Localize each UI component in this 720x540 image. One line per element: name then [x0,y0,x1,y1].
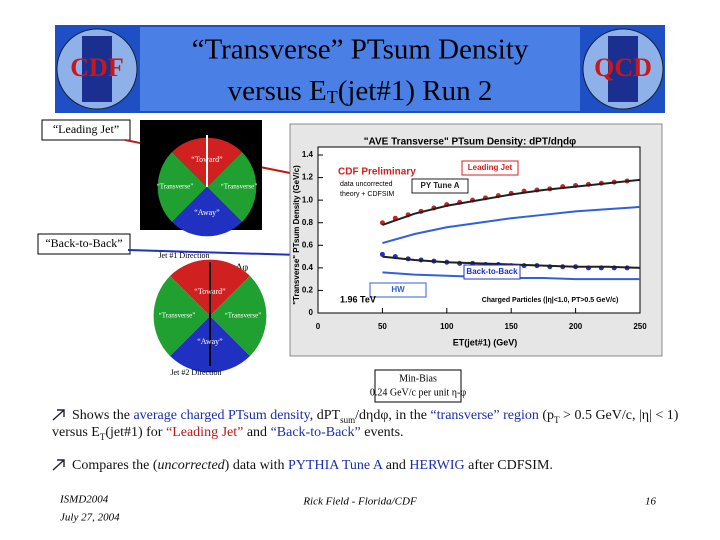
series-label: Back-to-Back [466,267,518,276]
diagram-label: Δφ [236,262,248,273]
text: events. [360,424,404,440]
text: > 0.5 GeV/c, |η| < 1) versus E [52,408,679,440]
text: and [382,458,410,473]
text: PYTHIA Tune A [288,458,383,473]
region-label: “Toward” [194,287,226,296]
side-label: “Leading Jet” [53,122,119,136]
y-tick-label: 0 [309,308,314,317]
callout-box [369,282,427,298]
bullet: Shows the average charged PTsum density,… [52,408,682,442]
callout-box [463,264,521,280]
text: average charged PTsum density [133,408,310,423]
diagram-back-to-back: Jet #1 Direction Δφ “Toward” “Transverse… [153,251,267,377]
diagram-label: Jet #1 Direction [158,251,209,260]
text: “Back-to-Back” [270,424,361,440]
min-bias-box [374,369,462,403]
title-line: versus ET(jet#1) Run 2 [228,75,493,107]
y-tick-label: 0.2 [302,286,314,295]
region-label: “Toward” [191,155,223,164]
x-tick-label: 0 [316,322,321,331]
region-label: “Transverse” [157,183,194,191]
min-bias-label: 0.24 GeV/c per unit η-φ [370,387,466,398]
text: T [554,414,560,425]
footer-text: 16 [645,496,657,508]
y-tick-label: 0.8 [302,218,314,227]
text: “transverse” region [430,408,539,423]
region-label: “Transverse” [225,312,262,320]
label-box [37,233,131,255]
region-label: “Transverse” [221,183,258,191]
y-tick-label: 1.0 [302,195,314,204]
text: “Leading Jet” [165,424,244,440]
series-label: PY Tune A [421,181,460,190]
y-axis-label: "Transverse" PTsum Density (GeV/c) [292,165,301,305]
bullet-icon [52,459,65,471]
chart-title: "AVE Transverse" PTsum Density: dPT/dηdφ [364,137,576,148]
y-tick-label: 1.4 [302,150,314,159]
text: Compares the ( [72,458,158,473]
region-label: “Away” [197,337,223,346]
footer-text: Rick Field - Florida/CDF [302,496,417,508]
data-point [379,251,385,257]
text: (jet#1) for [105,424,166,440]
title-sub: T [327,87,338,107]
label-box [41,119,131,141]
theory-line [382,178,641,226]
footer-text: July 27, 2004 [60,512,120,524]
side-label: “Back-to-Back” [45,236,122,250]
text: HERWIG [409,458,465,473]
text: (p [538,408,555,423]
region-label: “Transverse” [159,312,196,320]
x-tick-label: 50 [378,322,387,331]
text: ) data with [224,458,289,473]
theory-line [382,205,641,244]
annotation: CDF Preliminary [338,167,416,178]
x-tick-label: 250 [633,322,647,331]
text: , dPT [309,408,341,423]
diagram-label: Jet #2 Direction [170,368,221,377]
annotation: data uncorrected [340,181,393,188]
y-tick-label: 1.2 [302,173,314,182]
annotation: 1.96 TeV [340,294,376,304]
title-part: versus E [228,75,327,107]
bullet-icon [52,409,65,421]
y-tick-label: 0.4 [302,263,314,272]
text: and [243,424,271,440]
logo-text: QCD [594,53,652,82]
annotation: Charged Particles (|η|<1.0, PT>0.5 GeV/c… [482,297,619,304]
series-label: HW [391,285,405,294]
y-tick-label: 0.6 [302,240,314,249]
title-part: (jet#1) Run 2 [338,75,493,107]
x-tick-label: 200 [569,322,583,331]
min-bias-label: Min-Bias [399,373,437,384]
text: after CDFSIM. [464,458,553,473]
callout-box [411,178,469,194]
bullet: Compares the (uncorrected) data with PYT… [52,458,682,474]
logo-left: CDF [56,28,138,110]
x-tick-label: 150 [505,322,519,331]
region-label: “Away” [194,208,220,217]
logo-right: QCD [582,28,664,110]
text: uncorrected [157,458,225,473]
title-bg [140,27,580,111]
x-axis-label: ET(jet#1) (GeV) [453,337,518,347]
diagram-leading-jet: “Toward” “Transverse” “Transverse” “Away… [140,120,262,237]
title-line: “Transverse” PTsum Density [192,34,529,66]
annotation: theory + CDFSIM [340,191,394,198]
pointer [127,249,301,256]
text: /dηdφ, in the [355,408,431,423]
series-label: Leading Jet [468,163,513,172]
text: sum [340,414,356,425]
text: T [99,431,106,442]
logo-text: CDF [70,53,123,82]
theory-line [382,255,641,269]
callout-box [461,160,519,176]
x-tick-label: 100 [440,322,454,331]
text: Shows the [72,408,134,423]
footer-text: ISMD2004 [59,494,109,506]
